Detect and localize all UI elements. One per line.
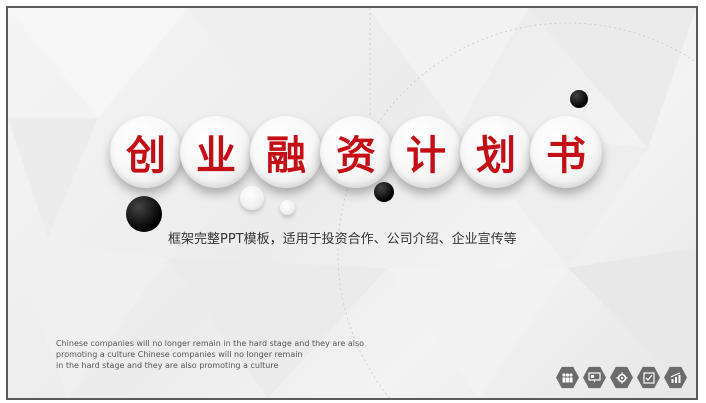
decor-white-dot-small xyxy=(280,200,295,215)
title-circle: 计 xyxy=(390,116,462,188)
title-circle: 划 xyxy=(460,116,532,188)
people-icon xyxy=(556,366,579,389)
gear-icon xyxy=(610,366,633,389)
background-polygons xyxy=(8,8,696,398)
decor-black-dot-top xyxy=(570,90,588,108)
title-circle: 融 xyxy=(250,116,322,188)
presentation-icon xyxy=(583,366,606,389)
icon-row xyxy=(556,366,687,389)
chart-icon xyxy=(664,366,687,389)
decor-black-dot-large xyxy=(126,196,162,232)
decor-white-dot xyxy=(240,186,264,210)
title-group: 创 业 融 资 计 划 书 xyxy=(8,8,696,398)
body-line: promoting a culture Chinese companies wi… xyxy=(56,350,303,359)
decor-black-dot-mid xyxy=(374,182,394,202)
body-paragraph: Chinese companies will no longer remain … xyxy=(56,338,386,371)
title-circle: 业 xyxy=(180,116,252,188)
subtitle: 框架完整PPT模板，适用于投资合作、公司介绍、企业宣传等 xyxy=(168,232,517,247)
slide-frame: 创 业 融 资 计 划 书 框架完整PPT模板，适用于投资合作、公司介绍、企业宣… xyxy=(6,6,698,400)
checklist-icon xyxy=(637,366,660,389)
title-circle: 书 xyxy=(530,116,602,188)
title-circle: 资 xyxy=(320,116,392,188)
title-circle: 创 xyxy=(110,116,182,188)
body-line: Chinese companies will no longer remain … xyxy=(56,339,365,348)
body-line: in the hard stage and they are also prom… xyxy=(56,361,279,370)
